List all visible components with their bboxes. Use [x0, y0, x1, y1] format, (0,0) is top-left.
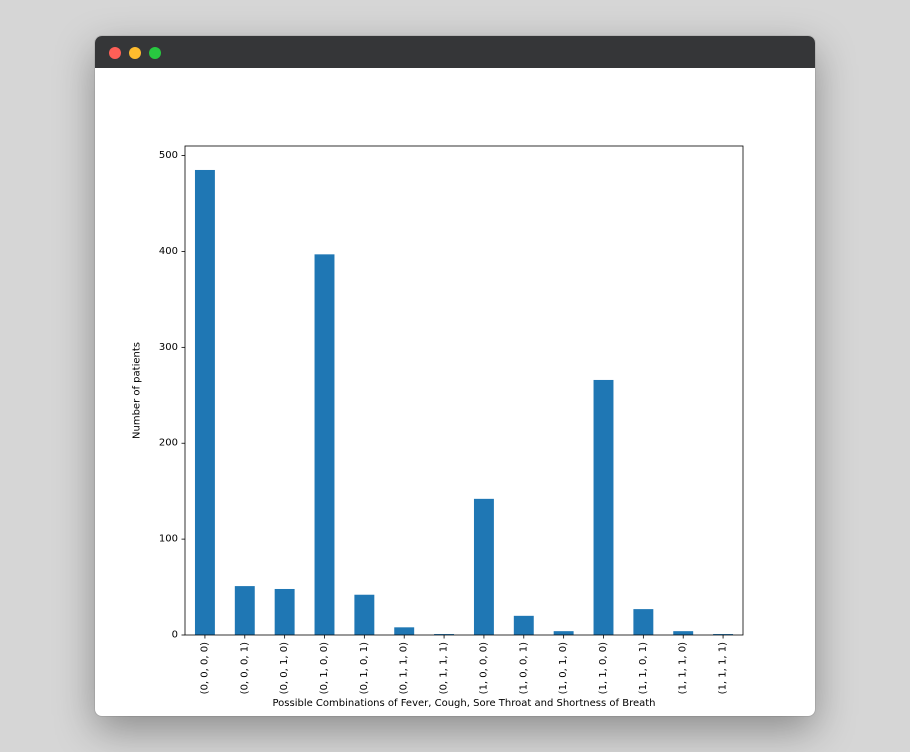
bar	[314, 254, 335, 636]
y-tick-label: 200	[159, 438, 178, 449]
y-tick-label: 300	[159, 342, 178, 353]
x-tick-label: (1, 0, 0, 1)	[518, 642, 529, 694]
bar	[274, 588, 295, 635]
x-tick-label: (0, 1, 0, 0)	[319, 642, 330, 694]
x-tick-label: (0, 1, 1, 0)	[399, 642, 410, 694]
y-tick-label: 500	[159, 150, 178, 161]
x-tick-label: (0, 0, 0, 0)	[199, 642, 210, 694]
close-button[interactable]	[109, 47, 121, 59]
x-tick-label: (1, 1, 1, 1)	[718, 642, 729, 694]
x-tick-label: (1, 0, 1, 0)	[558, 642, 569, 694]
x-tick-label: (1, 1, 0, 1)	[638, 642, 649, 694]
bar	[713, 634, 734, 635]
maximize-button[interactable]	[149, 47, 161, 59]
bars-group	[194, 169, 734, 636]
bar	[633, 609, 654, 635]
y-axis-ticks: 0 100 200 300 400 500	[159, 150, 185, 641]
title-bar	[95, 36, 815, 68]
bar	[473, 498, 494, 635]
x-tick-label: (1, 1, 1, 0)	[678, 642, 689, 694]
bar	[673, 631, 694, 635]
x-tick-label: (0, 0, 0, 1)	[239, 642, 250, 694]
x-axis-label: Possible Combinations of Fever, Cough, S…	[272, 698, 655, 709]
bar	[593, 379, 614, 635]
y-tick-label: 0	[172, 630, 178, 641]
bar	[354, 594, 375, 635]
y-axis-label: Number of patients	[132, 342, 143, 439]
chart-area: 0 100 200 300 400 500 (0, 0, 0, 0) (0, 0, 0, 1…	[95, 68, 815, 716]
bar	[234, 586, 255, 635]
bar	[434, 634, 455, 635]
app-window: 0 100 200 300 400 500 (0, 0, 0, 0) (0, 0, 0, 1…	[95, 36, 815, 716]
x-axis-ticks: (0, 0, 0, 0) (0, 0, 0, 1) (0, 0, 1, 0) (0, …	[199, 635, 729, 694]
bar-chart: 0 100 200 300 400 500 (0, 0, 0, 0) (0, 0, 0, 1…	[132, 145, 744, 709]
bar	[194, 169, 215, 635]
y-tick-label: 100	[159, 534, 178, 545]
bar	[394, 627, 415, 635]
bar	[553, 631, 574, 635]
x-tick-label: (0, 1, 1, 1)	[439, 642, 450, 694]
bar	[513, 615, 534, 635]
minimize-button[interactable]	[129, 47, 141, 59]
plot-frame	[184, 145, 744, 636]
x-tick-label: (0, 0, 1, 0)	[279, 642, 290, 694]
x-tick-label: (1, 1, 0, 0)	[598, 642, 609, 694]
y-tick-label: 400	[159, 246, 178, 257]
x-tick-label: (1, 0, 0, 0)	[478, 642, 489, 694]
x-tick-label: (0, 1, 0, 1)	[359, 642, 370, 694]
